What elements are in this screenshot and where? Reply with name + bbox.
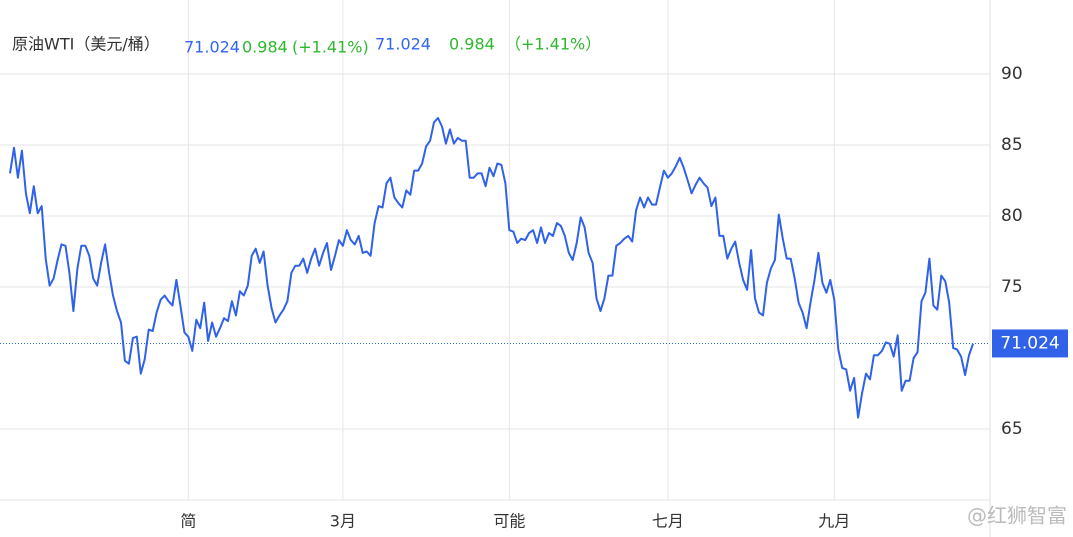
last-price-label: 71.024 (1000, 333, 1059, 353)
change-repeat: 0.984 (449, 35, 495, 54)
plot (0, 117, 990, 419)
x-tick-label: 七月 (652, 512, 684, 531)
x-tick-label: 九月 (818, 512, 850, 531)
last-price-box (992, 329, 1068, 358)
change: 0.984 (242, 38, 288, 57)
x-tick-label: 3月 (330, 512, 356, 531)
price: 71.024 (184, 38, 240, 57)
price-line (9, 117, 974, 419)
header: 原油WTI（美元/桶） 71.024 0.984 (+1.41%) 71.024… (12, 35, 601, 57)
y-tick-label: 85 (1001, 135, 1023, 155)
change-pct-repeat: （+1.41%） (505, 35, 601, 54)
grid (0, 0, 990, 500)
y-tick-label: 80 (1001, 206, 1023, 226)
chart-title: 原油WTI（美元/桶） (12, 35, 160, 54)
x-tick-label: 简 (180, 512, 196, 531)
y-tick-label: 65 (1001, 419, 1023, 439)
y-tick-label: 90 (1001, 64, 1023, 84)
y-tick-label: 75 (1001, 277, 1023, 297)
change-pct: (+1.41%) (292, 38, 369, 57)
watermark: @红狮智富 (967, 504, 1067, 528)
price-repeat: 71.024 (375, 35, 431, 54)
x-tick-label: 可能 (493, 512, 525, 531)
